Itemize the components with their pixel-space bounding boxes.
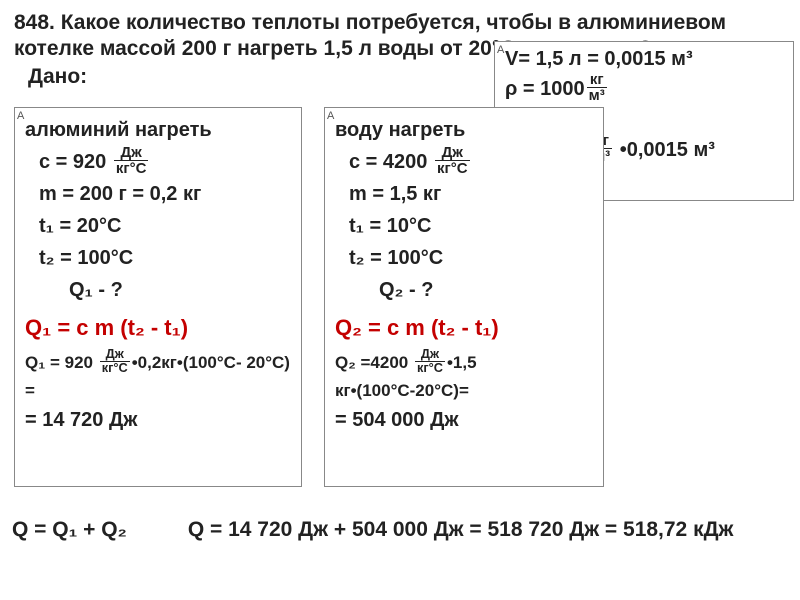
b2-ans: = 504 000 Дж [335, 404, 593, 436]
corner-marker: А [17, 108, 24, 126]
b2-m: m = 1,5 кг [335, 178, 593, 210]
corner-marker: А [327, 108, 334, 126]
q-result: Q = 14 720 Дж + 504 000 Дж = 518 720 Дж … [188, 518, 734, 541]
b1-c: c = 920 Джкг°С [25, 146, 291, 178]
final-result: Q = Q₁ + Q₂ Q = 14 720 Дж + 504 000 Дж =… [12, 518, 733, 542]
b1-t1: t₁ = 20°С [25, 210, 291, 242]
box-aluminium: А алюминий нагреть c = 920 Джкг°С m = 20… [14, 107, 302, 487]
b2-c: c = 4200 Джкг°С [335, 146, 593, 178]
box-water: А воду нагреть c = 4200 Джкг°С m = 1,5 к… [324, 107, 604, 487]
b2-formula: Q₂ = c m (t₂ - t₁) [335, 310, 593, 345]
b2-t1: t₁ = 10°С [335, 210, 593, 242]
b1-calc: Q₁ = 920 Джкг°С•0,2кг•(100°С- 20°С) = [25, 349, 291, 404]
corner-marker: А [497, 42, 504, 59]
b2-t2: t₂ = 100°С [335, 242, 593, 274]
b1-formula: Q₁ = c m (t₂ - t₁) [25, 310, 291, 345]
b2-title: воду нагреть [335, 114, 593, 146]
b3-v: V= 1,5 л = 0,0015 м³ [505, 44, 783, 74]
b3-rho: ρ = 1000кгм³ [505, 74, 783, 105]
b1-t2: t₂ = 100°С [25, 242, 291, 274]
b1-q: Q₁ - ? [25, 274, 291, 306]
q-sum: Q = Q₁ + Q₂ [12, 518, 182, 542]
b1-m: m = 200 г = 0,2 кг [25, 178, 291, 210]
b2-calc: Q₂ =4200 Джкг°С•1,5 кг•(100°С-20°С)= [335, 349, 593, 404]
b1-title: алюминий нагреть [25, 114, 291, 146]
b2-q: Q₂ - ? [335, 274, 593, 306]
b1-ans: = 14 720 Дж [25, 404, 291, 436]
